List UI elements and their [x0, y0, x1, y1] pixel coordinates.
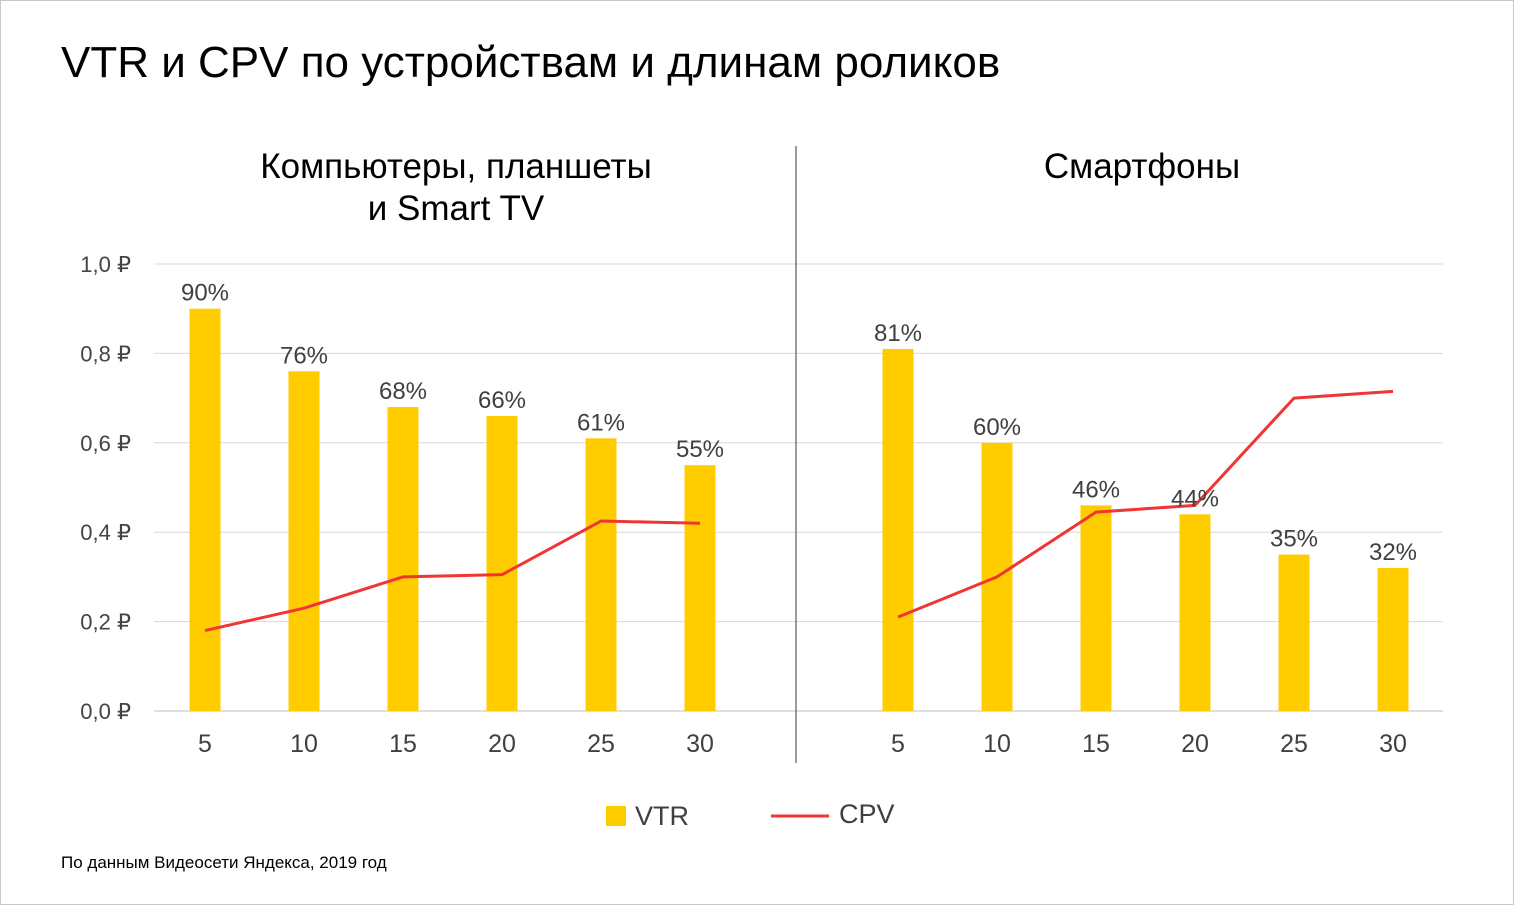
vtr-bar [882, 348, 914, 711]
vtr-bar [684, 465, 716, 711]
data-label: 32% [1369, 539, 1417, 566]
y-tick-label: 0,4 ₽ [80, 520, 131, 545]
legend: VTR CPV [606, 799, 895, 831]
source-note: По данным Видеосети Яндекса, 2019 год [61, 853, 387, 872]
x-tick-label: 10 [290, 730, 318, 758]
vtr-bar [288, 371, 320, 711]
legend-cpv-label: CPV [839, 799, 895, 829]
x-tick-label: 5 [198, 730, 212, 758]
y-tick-label: 0,8 ₽ [80, 341, 131, 366]
x-tick-label: 30 [686, 730, 714, 758]
data-label: 35% [1270, 526, 1318, 553]
data-label: 66% [478, 387, 526, 414]
data-label: 90% [181, 280, 229, 307]
x-tick-label: 5 [891, 730, 905, 758]
vtr-bar [585, 438, 617, 711]
vtr-bar [1080, 505, 1112, 711]
vtr-bar [1278, 554, 1310, 711]
data-label: 61% [577, 409, 625, 436]
x-axis: 5 10 15 20 25 30 5 10 15 20 25 30 [198, 730, 1407, 758]
x-tick-label: 15 [1082, 730, 1110, 758]
line-layer [204, 389, 1394, 633]
vtr-bar [189, 308, 221, 711]
x-tick-label: 15 [389, 730, 417, 758]
vtr-bar [1377, 567, 1409, 711]
data-label-layer: 90% 76% 68% 66% 61% 55% 81% 60% 46% 44% 35% 32% [181, 280, 1417, 566]
panel-title-smartphones: Смартфоны [1043, 147, 1241, 186]
y-tick-label: 1,0 ₽ [80, 252, 131, 277]
x-tick-label: 25 [1280, 730, 1308, 758]
x-tick-label: 20 [1181, 730, 1209, 758]
data-label: 76% [280, 342, 328, 369]
y-tick-label: 0,2 ₽ [80, 610, 131, 635]
y-axis: 0,0 ₽ 0,2 ₽ 0,4 ₽ 0,6 ₽ 0,8 ₽ 1,0 ₽ [80, 252, 131, 724]
page-title: VTR и CPV по устройствам и длинам ролико… [61, 38, 1001, 87]
y-tick-label: 0,6 ₽ [80, 431, 131, 456]
data-label: 60% [973, 414, 1021, 441]
bar-layer [189, 308, 1409, 711]
x-tick-label: 25 [587, 730, 615, 758]
data-label: 46% [1072, 476, 1120, 503]
legend-vtr-label: VTR [635, 801, 689, 831]
x-tick-label: 10 [983, 730, 1011, 758]
vtr-bar [486, 415, 518, 711]
vtr-bar [387, 407, 419, 711]
data-label: 44% [1171, 485, 1219, 512]
x-tick-label: 20 [488, 730, 516, 758]
grid-layer [154, 263, 1443, 712]
cpv-line [897, 389, 1394, 619]
data-label: 55% [676, 436, 724, 463]
y-tick-label: 0,0 ₽ [80, 699, 131, 724]
data-label: 68% [379, 378, 427, 405]
x-tick-label: 30 [1379, 730, 1407, 758]
legend-vtr-swatch [606, 806, 626, 826]
cpv-line [204, 519, 701, 633]
vtr-bar [1179, 514, 1211, 711]
data-label: 81% [874, 320, 922, 347]
panel-title-computers: Компьютеры, планшеты и Smart TV [260, 147, 652, 228]
